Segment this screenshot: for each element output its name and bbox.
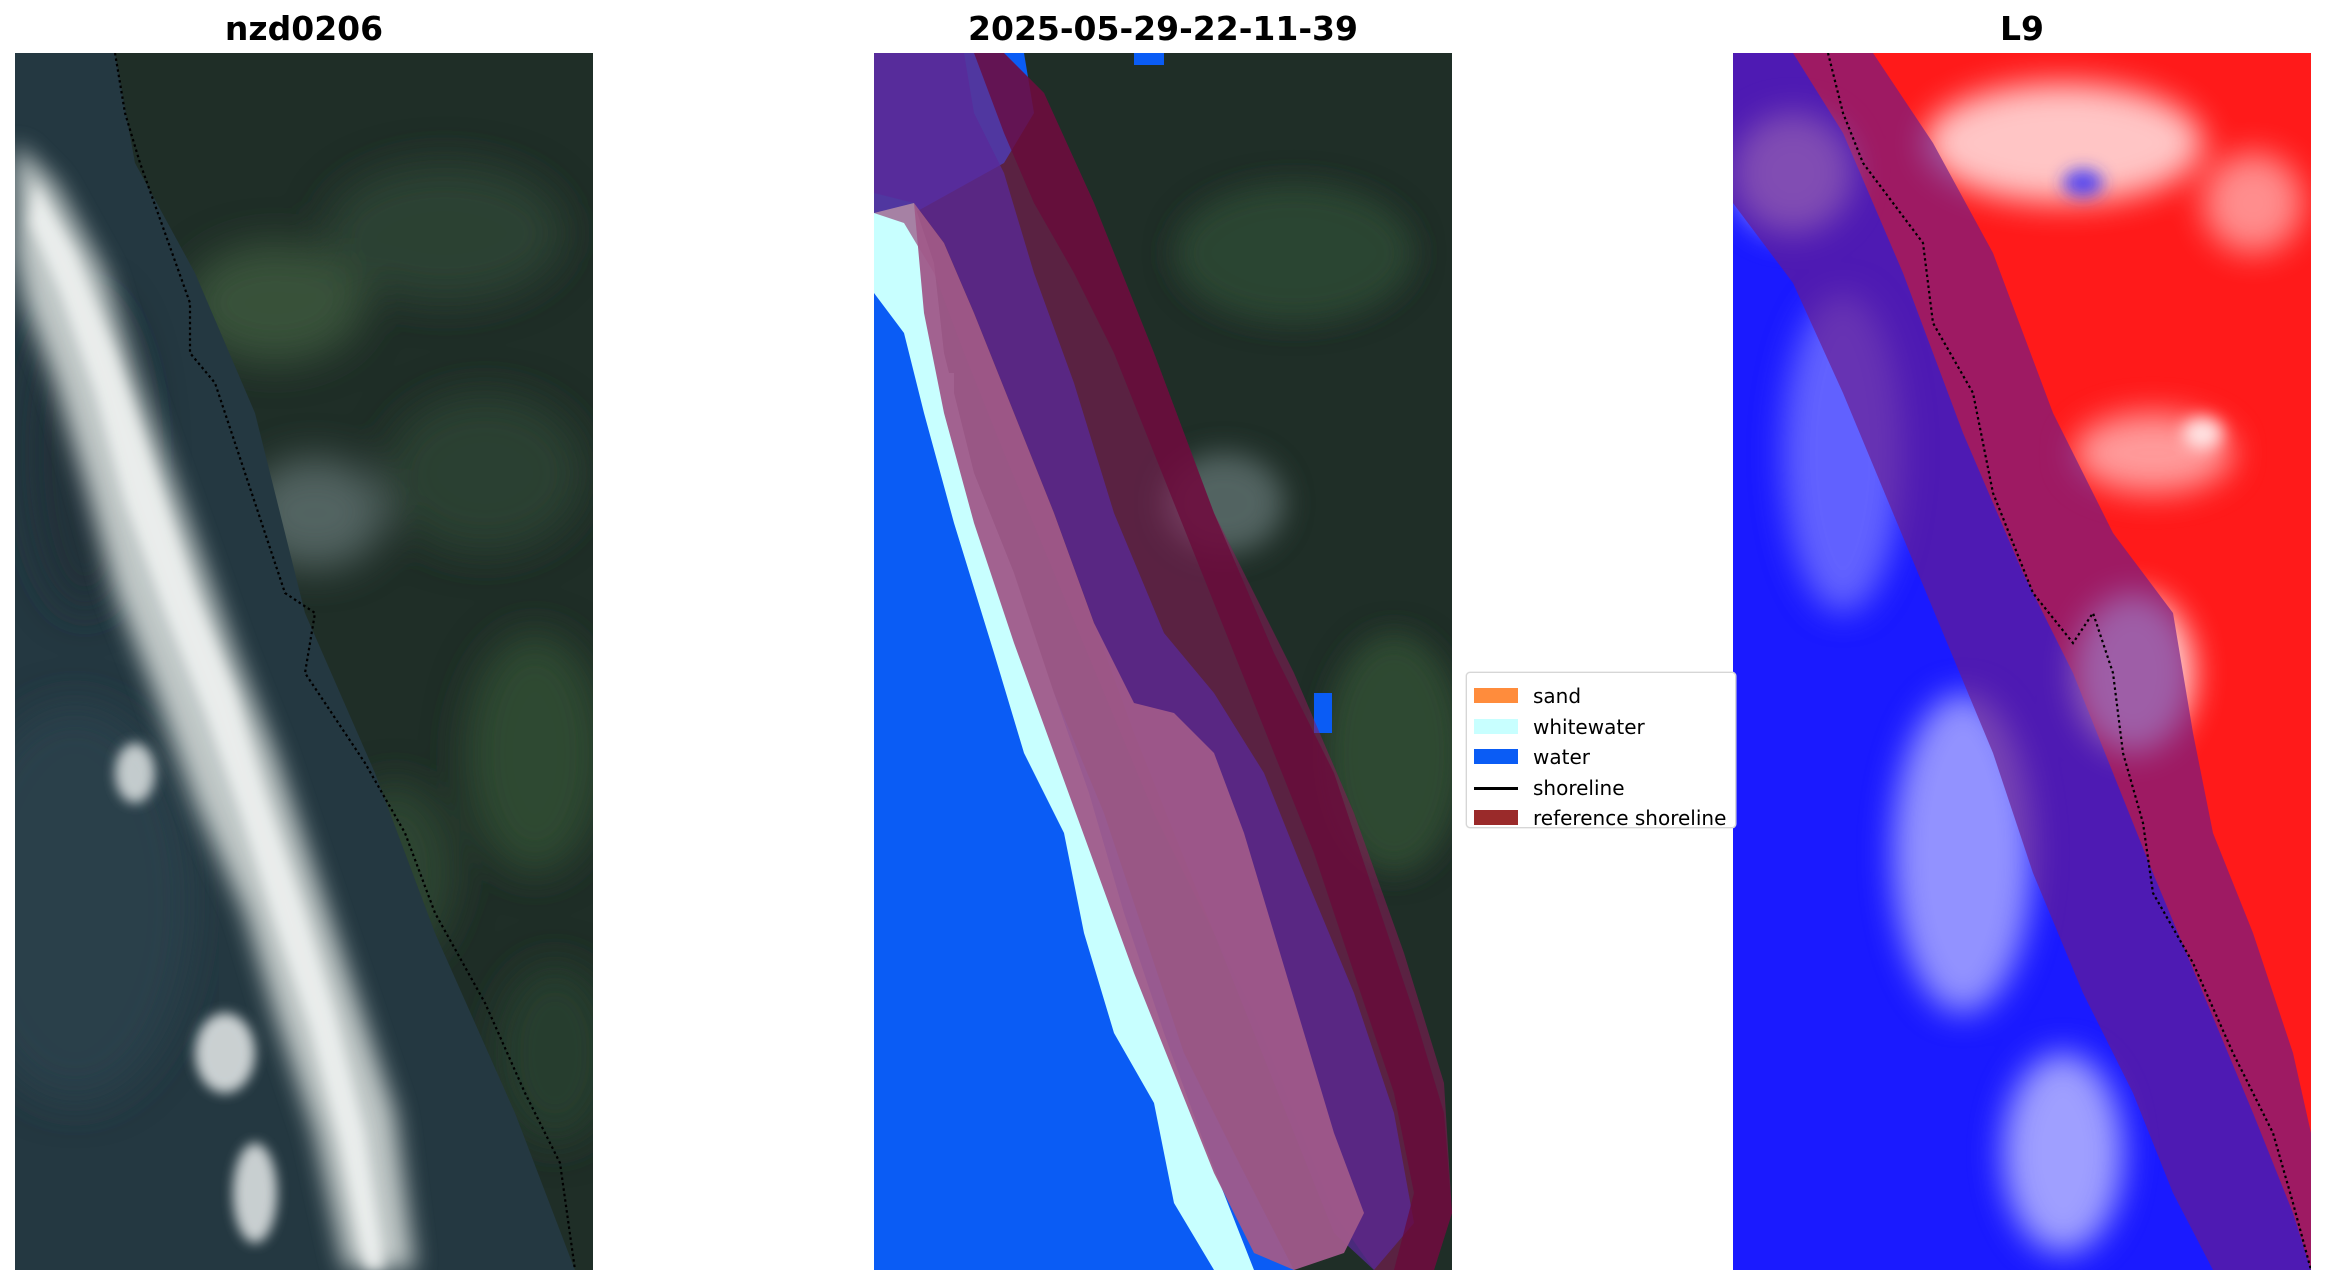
legend-label-reference-shoreline: reference shoreline	[1533, 806, 1727, 830]
legend-label-shoreline: shoreline	[1533, 775, 1625, 800]
panel-title-index: L9	[2000, 9, 2044, 48]
panel-title-rgb: nzd0206	[224, 9, 384, 48]
classification-image	[874, 53, 1452, 1270]
index-image	[1733, 53, 2311, 1270]
legend-item-water: water	[1467, 742, 1735, 773]
rgb-satellite-image	[15, 53, 593, 1270]
legend-swatch-sand	[1474, 688, 1518, 703]
legend-swatch-water	[1474, 749, 1518, 764]
legend-swatch-reference-shoreline	[1474, 810, 1518, 825]
legend-item-reference-shoreline: reference shoreline	[1467, 803, 1735, 834]
legend-item-shoreline: shoreline	[1467, 773, 1735, 804]
panel-title-classification: 2025-05-29-22-11-39	[968, 9, 1358, 48]
legend-label-whitewater: whitewater	[1533, 714, 1645, 739]
legend-label-sand: sand	[1533, 684, 1582, 708]
legend-item-sand: sand	[1467, 681, 1735, 712]
legend-item-whitewater: whitewater	[1467, 712, 1735, 743]
legend: sand whitewater water shoreline referenc…	[1466, 672, 1736, 830]
legend-label-water: water	[1533, 745, 1590, 769]
legend-line-shoreline	[1474, 786, 1518, 790]
legend-swatch-whitewater	[1474, 718, 1518, 734]
